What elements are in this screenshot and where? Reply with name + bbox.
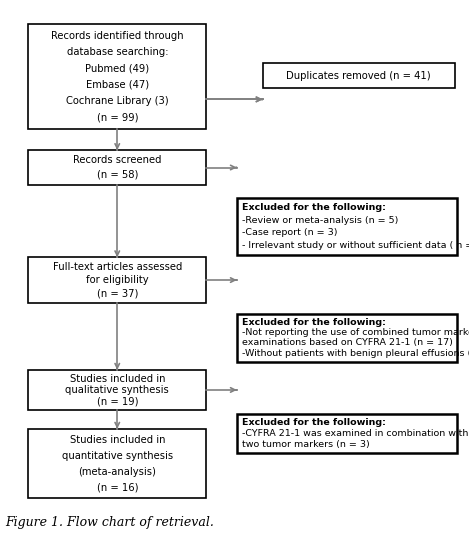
- Text: Full-text articles assessed: Full-text articles assessed: [53, 262, 182, 272]
- Text: examinations based on CYFRA 21-1 (n = 17): examinations based on CYFRA 21-1 (n = 17…: [242, 338, 453, 347]
- Text: Records identified through: Records identified through: [51, 31, 183, 41]
- Text: for eligibility: for eligibility: [86, 275, 149, 285]
- Bar: [237, 198, 457, 255]
- Text: Embase (47): Embase (47): [86, 79, 149, 90]
- Text: - Irrelevant study or without sufficient data ( n = 13): - Irrelevant study or without sufficient…: [242, 241, 469, 250]
- Text: (n = 16): (n = 16): [97, 482, 138, 493]
- Text: database searching:: database searching:: [67, 47, 168, 57]
- Text: qualitative synthesis: qualitative synthesis: [65, 385, 169, 395]
- Text: -Without patients with benign pleural effusions (n = 1): -Without patients with benign pleural ef…: [242, 349, 469, 358]
- Text: -CYFRA 21-1 was examined in combination with over: -CYFRA 21-1 was examined in combination …: [242, 429, 469, 438]
- Text: (n = 37): (n = 37): [97, 288, 138, 298]
- Text: -Review or meta-analysis (n = 5): -Review or meta-analysis (n = 5): [242, 215, 398, 225]
- Text: Studies included in: Studies included in: [69, 374, 165, 384]
- Text: Duplicates removed (n = 41): Duplicates removed (n = 41): [287, 71, 431, 80]
- Text: Cochrane Library (3): Cochrane Library (3): [66, 96, 168, 106]
- Bar: [237, 414, 457, 453]
- Text: quantitative synthesis: quantitative synthesis: [62, 451, 173, 461]
- Text: (n = 99): (n = 99): [97, 112, 138, 122]
- Bar: [28, 257, 206, 303]
- Text: (meta-analysis): (meta-analysis): [78, 466, 156, 477]
- Text: -Case report (n = 3): -Case report (n = 3): [242, 228, 337, 237]
- Text: (n = 19): (n = 19): [97, 396, 138, 406]
- Text: Excluded for the following:: Excluded for the following:: [242, 317, 386, 326]
- Bar: [28, 429, 206, 498]
- Bar: [28, 24, 206, 129]
- Bar: [263, 63, 455, 88]
- Text: Pubmed (49): Pubmed (49): [85, 63, 149, 73]
- Text: Studies included in: Studies included in: [69, 435, 165, 445]
- Text: -Not reporting the use of combined tumor marker: -Not reporting the use of combined tumor…: [242, 328, 469, 337]
- Bar: [237, 314, 457, 362]
- Text: Figure 1. Flow chart of retrieval.: Figure 1. Flow chart of retrieval.: [5, 516, 213, 529]
- Text: Excluded for the following:: Excluded for the following:: [242, 203, 386, 212]
- Text: Records screened: Records screened: [73, 155, 161, 166]
- Text: (n = 58): (n = 58): [97, 169, 138, 180]
- Text: Excluded for the following:: Excluded for the following:: [242, 419, 386, 427]
- Bar: [28, 370, 206, 410]
- Text: two tumor markers (n = 3): two tumor markers (n = 3): [242, 440, 369, 449]
- Bar: [28, 150, 206, 185]
